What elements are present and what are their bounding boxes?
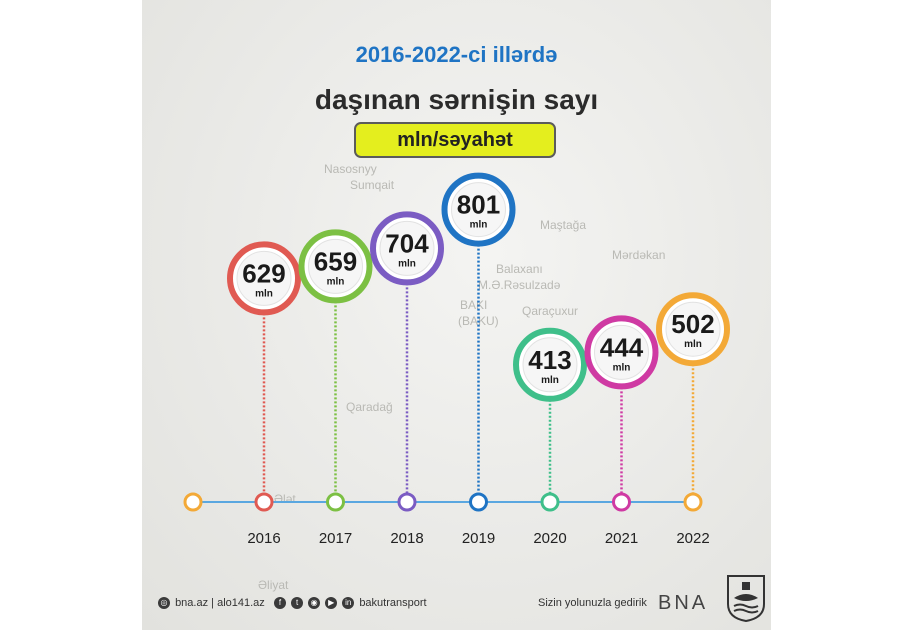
passenger-chart: 2016629mln2017659mln2018704mln2019801mln… — [183, 172, 730, 547]
map-label: BAKI — [460, 298, 488, 312]
data-label-value: 801 — [457, 190, 500, 220]
year-label: 2022 — [676, 530, 709, 547]
map-label: Balaxanı — [496, 262, 543, 276]
site-link[interactable]: bna.az — [175, 597, 209, 609]
value-bubble-inner — [308, 238, 363, 294]
timeline-dot — [612, 492, 631, 512]
chart-title-line1: 2016-2022-ci illərdə — [355, 42, 558, 67]
linkedin-icon[interactable]: in — [342, 597, 355, 610]
year-label: 2016 — [247, 530, 280, 547]
data-label-unit: mln — [398, 258, 416, 269]
data-label-value: 413 — [528, 345, 571, 375]
year-label: 2018 — [390, 530, 423, 547]
data-label-unit: mln — [255, 288, 273, 299]
map-label: Qaraçuxur — [522, 304, 579, 318]
footer-contacts: ◎ bna.az | alo141.az — [158, 597, 265, 610]
value-bubble-inner — [236, 250, 292, 306]
timeline-dot — [469, 492, 488, 512]
bna-logo: BNA — [658, 592, 709, 614]
instagram-icon[interactable]: ◉ — [308, 597, 321, 610]
data-label-value: 704 — [385, 228, 429, 258]
map-label: Əliyat — [258, 578, 289, 592]
twitter-icon[interactable]: t — [291, 597, 304, 610]
map-label: Sumqait — [350, 178, 395, 192]
data-label-unit: mln — [541, 375, 559, 386]
map-label: Mərdəkan — [612, 248, 666, 262]
footer-separator: | — [211, 597, 215, 609]
value-bubble-inner — [665, 301, 721, 357]
facebook-icon[interactable]: f — [274, 597, 286, 610]
globe-icon[interactable]: ◎ — [158, 597, 170, 610]
value-bubble-inner — [451, 182, 506, 238]
timeline-dot — [254, 492, 274, 512]
timeline-dot — [540, 492, 560, 512]
slogan: Sizin yolunuzla gedirik — [538, 597, 647, 609]
timeline-dot — [397, 492, 417, 512]
timeline-dot — [683, 492, 703, 512]
timeline-dot — [326, 492, 345, 512]
data-label-value: 502 — [671, 309, 714, 339]
data-label-value: 629 — [242, 258, 285, 288]
value-bubble-inner — [594, 324, 649, 380]
timeline-start-dot — [183, 492, 203, 512]
data-label-value: 444 — [600, 332, 644, 362]
data-label-unit: mln — [470, 220, 488, 231]
youtube-icon[interactable]: ▶ — [325, 597, 338, 610]
map-label: M.Ə.Rəsulzadə — [478, 278, 561, 292]
data-label-unit: mln — [327, 276, 345, 287]
year-label: 2020 — [533, 530, 566, 547]
data-label-unit: mln — [613, 362, 631, 373]
year-label: 2021 — [605, 530, 638, 547]
year-label: 2017 — [319, 530, 352, 547]
value-bubble-inner — [379, 220, 435, 276]
data-label-value: 659 — [314, 246, 357, 276]
chart-title-line2: daşınan sərnişin sayı — [314, 84, 599, 115]
social-handle[interactable]: bakutransport — [359, 597, 427, 609]
map-label: Qaradağ — [346, 400, 393, 414]
map-label: Maştağa — [540, 218, 587, 232]
emblem-icon — [727, 575, 765, 622]
unit-badge: mln/səyahət — [354, 122, 556, 158]
year-label: 2019 — [462, 530, 495, 547]
data-label-unit: mln — [684, 339, 702, 350]
footer-social: f t ◉ ▶ in bakutransport — [274, 597, 427, 610]
value-bubble-inner — [522, 337, 578, 393]
map-label: Nasosnyy — [324, 162, 377, 176]
phone-link[interactable]: alo141.az — [217, 597, 265, 609]
infographic-poster: Nasosnyy Sumqait Maştağa Mərdəkan Balaxa… — [142, 0, 771, 630]
